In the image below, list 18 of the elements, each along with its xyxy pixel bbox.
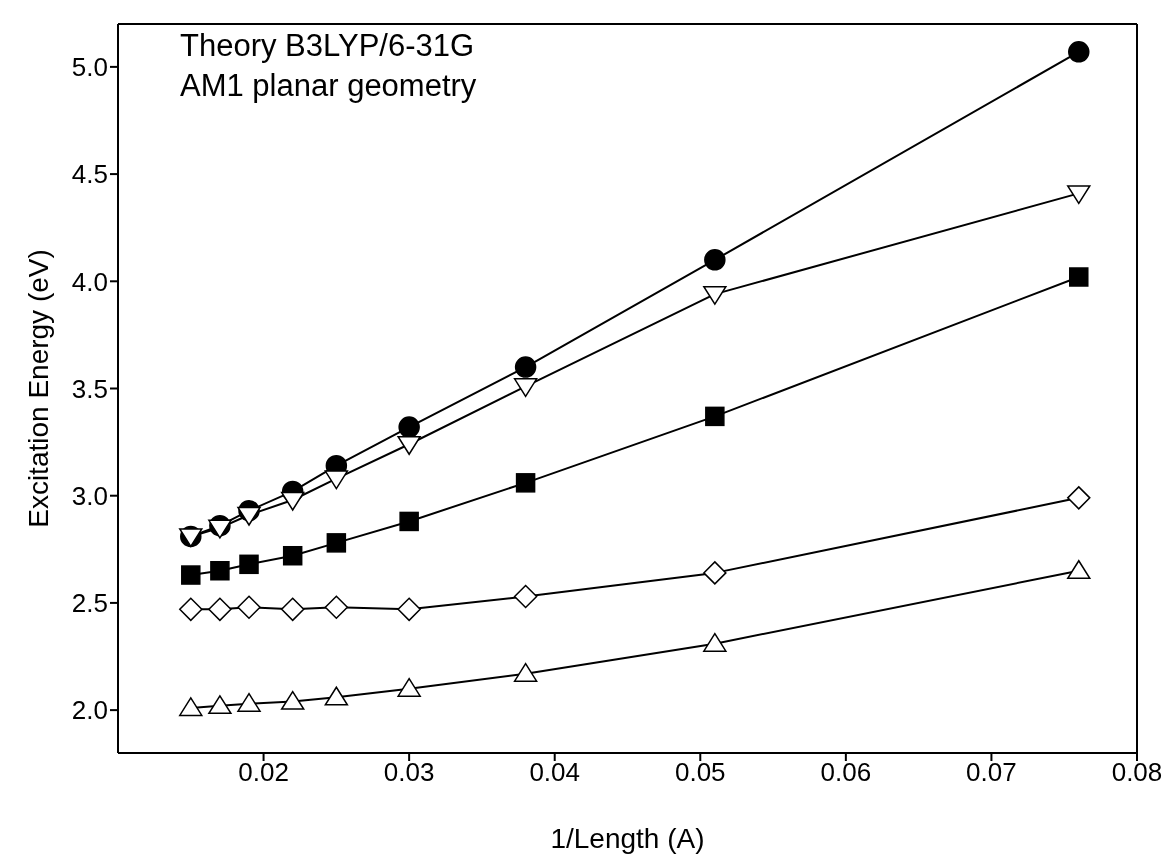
x-tick-label: 0.04 (529, 757, 581, 788)
x-tick-label: 0.05 (674, 757, 726, 788)
y-tick-label: 5.0 (71, 52, 108, 83)
y-tick-label: 3.5 (71, 373, 108, 404)
x-tick-label: 0.08 (1111, 757, 1163, 788)
x-tick-label: 0.07 (966, 757, 1017, 788)
x-tick-label: 0.06 (820, 757, 872, 788)
annotation: Theory B3LYP/6-31G (180, 27, 476, 65)
annotation: AM1 planar geometry (180, 67, 477, 105)
y-tick-label: 4.0 (71, 266, 108, 297)
x-tick-label: 0.03 (383, 757, 435, 788)
x-tick-label: 0.02 (238, 757, 289, 788)
x-axis-title: 1/Length (A) (550, 823, 705, 854)
y-tick-label: 3.0 (71, 480, 108, 511)
y-axis-title: Excitation Energy (eV) (22, 249, 54, 528)
y-tick-label: 2.0 (71, 695, 108, 726)
y-tick-label: 4.5 (71, 159, 108, 190)
y-tick-label: 2.5 (71, 588, 108, 619)
